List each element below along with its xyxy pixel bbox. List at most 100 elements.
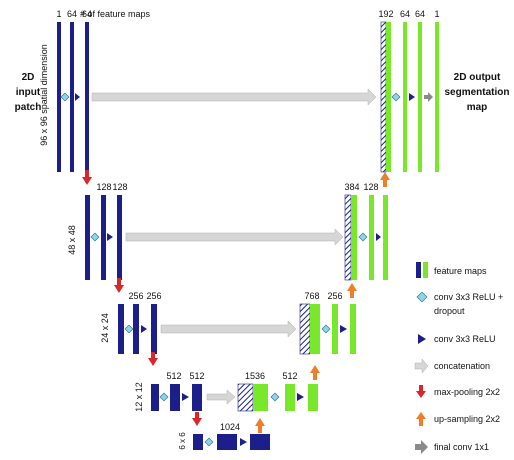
conv-arrow-icon	[107, 233, 113, 241]
maxpool-arrow-l2-l3	[114, 278, 124, 293]
output-label-line3: map	[467, 102, 488, 113]
count-l2-in-b: 128	[112, 182, 127, 192]
feature-map-l2-in-b	[117, 195, 122, 280]
feature-map-l2-out-c	[383, 195, 388, 280]
conv-dropout-arrow-icon	[90, 232, 100, 242]
count-l2-out-a: 384	[344, 182, 359, 192]
feature-map-l4-pooled	[151, 384, 159, 411]
legend-conv: conv 3x3 ReLU	[434, 334, 496, 344]
conv-arrow-icon	[182, 393, 189, 401]
concat-map-l1	[380, 21, 387, 173]
concat-arrow-l2	[125, 228, 344, 246]
final-conv-arrow-icon	[424, 92, 433, 102]
input-label-line2: input	[16, 87, 41, 98]
legend-upsample-icon	[416, 412, 426, 426]
count-l5-a: 1024	[220, 422, 240, 432]
upsample-arrow-l5-l4	[255, 418, 265, 433]
conv-dropout-arrow-icon	[391, 92, 401, 102]
maxpool-arrow-l4-l5	[192, 412, 202, 426]
upsampled-map-l4	[253, 384, 268, 411]
count-l1-out-a: 192	[378, 9, 393, 19]
count-l1-out-d: 1	[434, 9, 439, 19]
concat-arrow-l4	[206, 389, 236, 405]
legend-swatch-decoder	[423, 262, 428, 278]
upsample-arrow-l4-l3	[310, 365, 320, 380]
conv-dropout-arrow-icon	[270, 392, 280, 402]
feature-map-l3-out-b	[332, 304, 338, 354]
conv-dropout-arrow-icon	[358, 232, 368, 242]
upsampled-map-l1	[386, 22, 391, 172]
dim-label-l1: 96 x 96 spatial dimension	[39, 44, 49, 146]
legend-conv-dropout-line1: conv 3x3 ReLU +	[434, 292, 503, 302]
concat-map-l4	[237, 383, 254, 412]
legend-feature-maps: feature maps	[434, 266, 487, 276]
legend-swatch-encoder	[416, 262, 421, 278]
feature-map-l4-in-a	[170, 384, 180, 411]
feature-map-l4-out-b	[285, 384, 295, 411]
input-label-line3: patch	[15, 102, 42, 113]
count-l1-out-b: 64	[400, 9, 410, 19]
count-l1-out-c: 64	[415, 9, 425, 19]
dim-label-l3: 24 x 24	[100, 313, 110, 343]
count-l3-in-a: 256	[128, 291, 143, 301]
dim-label-l4: 12 x 12	[134, 382, 144, 412]
count-l4-in-a: 512	[166, 371, 181, 381]
count-l4-out-b: 512	[282, 371, 297, 381]
legend-upsample: up-sampling 2x2	[434, 414, 500, 424]
feature-map-l2-pooled	[85, 195, 90, 280]
concat-map-l3	[299, 303, 311, 355]
count-l4-out-a: 1536	[245, 371, 265, 381]
count-l2-out-b: 128	[363, 182, 378, 192]
count-l1-in-a: 1	[56, 9, 61, 19]
conv-dropout-arrow-icon	[60, 92, 70, 102]
conv-arrow-icon	[141, 325, 147, 333]
maxpool-arrow-l3-l4	[148, 352, 158, 366]
feature-map-l3-in-b	[151, 304, 157, 354]
conv-dropout-arrow-icon	[124, 324, 134, 334]
count-l1-in-b: 64	[67, 9, 77, 19]
feature-map-l5-pooled	[193, 434, 203, 450]
conv-arrow-icon	[409, 93, 415, 101]
conv-arrow-icon	[75, 93, 80, 101]
legend-final-conv-icon	[415, 440, 428, 454]
legend-concat: concatenation	[434, 361, 490, 371]
conv-dropout-arrow-icon	[204, 437, 214, 447]
concat-map-l2	[344, 194, 352, 281]
legend-conv-icon	[418, 334, 426, 344]
conv-arrow-icon	[340, 325, 347, 333]
feature-map-l4-in-b	[192, 384, 202, 411]
count-l1-in-c: 64	[82, 9, 92, 19]
count-l3-in-b: 256	[146, 291, 161, 301]
feature-map-l5-b	[250, 434, 270, 450]
feature-map-l2-out-b	[369, 195, 374, 280]
feature-map-l4-out-c	[308, 384, 318, 411]
concat-arrow-l3	[160, 320, 297, 338]
legend: feature maps conv 3x3 ReLU + dropout con…	[414, 262, 503, 454]
feature-map-l1-out-b	[403, 22, 407, 172]
conv-arrow-icon	[297, 393, 304, 401]
feature-map-l1-in-b	[70, 22, 74, 172]
output-label-line2: segmentation	[444, 87, 509, 98]
legend-concat-icon	[414, 358, 429, 374]
feature-map-l3-in-a	[133, 304, 139, 354]
legend-maxpool: max-pooling 2x2	[434, 387, 500, 397]
upsample-arrow-l3-l2	[347, 283, 357, 298]
count-l3-out-a: 768	[304, 291, 319, 301]
dim-label-l2: 48 x 48	[67, 225, 77, 255]
conv-arrow-icon	[376, 233, 381, 241]
upsample-arrow-l2-l1	[380, 172, 390, 187]
count-l3-out-b: 256	[327, 291, 342, 301]
input-label-line1: 2D	[22, 72, 35, 83]
output-label-line1: 2D output	[454, 72, 501, 83]
count-l2-in-a: 128	[96, 182, 111, 192]
feature-map-l1-out-d	[435, 22, 439, 172]
maxpool-arrow-l1-l2	[82, 170, 92, 185]
legend-final-conv: final conv 1x1	[434, 442, 489, 452]
feature-map-l3-pooled	[118, 304, 124, 354]
feature-map-l1-out-c	[418, 22, 422, 172]
conv-arrow-icon	[240, 438, 247, 446]
dim-label-l5: 6 x 6	[178, 432, 187, 450]
feature-map-l3-out-c	[350, 304, 356, 354]
